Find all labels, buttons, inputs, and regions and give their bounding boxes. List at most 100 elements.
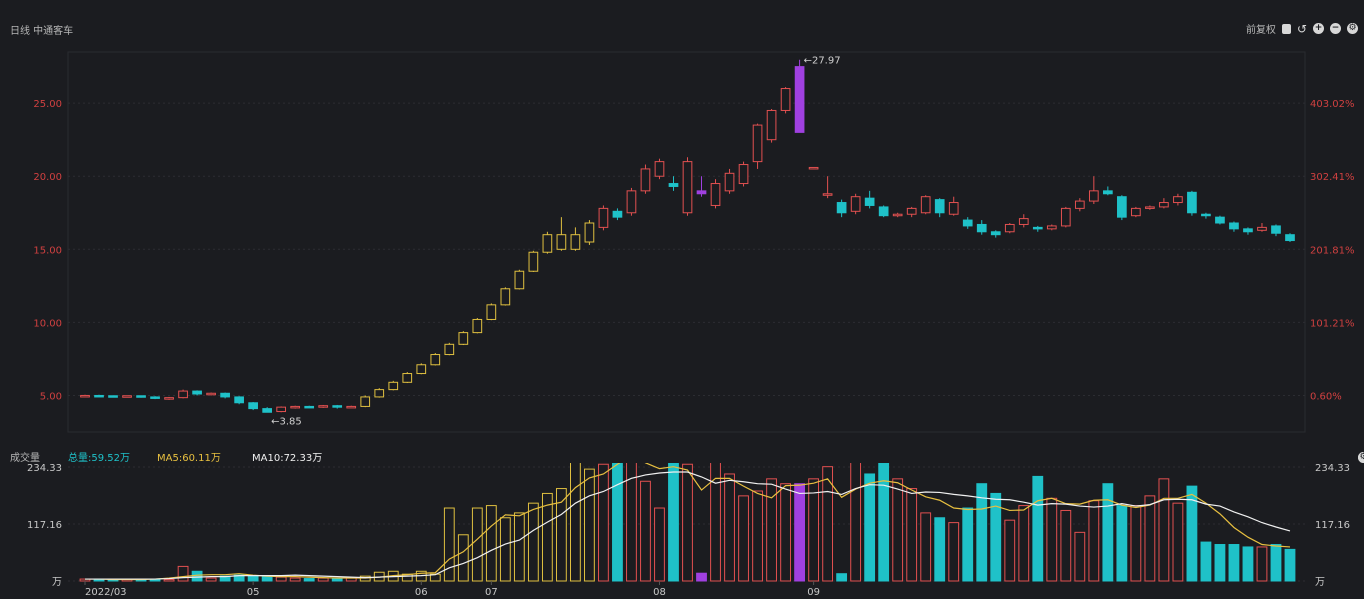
volume-chart[interactable]: 234.33 234.33 117.16 117.16 万 万 2022/03 05 06 07 0… (0, 463, 1364, 599)
candle-body (1230, 223, 1239, 229)
adjust-mode-button[interactable]: 前复权 (1246, 21, 1276, 36)
candle-body (1244, 229, 1253, 232)
x-tick-label: 09 (807, 587, 820, 598)
candle-body (1202, 214, 1211, 216)
volume-bar (627, 463, 637, 581)
volume-bar (1229, 545, 1239, 581)
volume-bar (1159, 479, 1169, 581)
candle-body (165, 398, 174, 400)
volume-bar (963, 508, 973, 581)
price-tick-label: 10.00 (33, 318, 62, 329)
candle-body (459, 333, 468, 345)
candle-body (1075, 201, 1084, 208)
volume-bar (571, 463, 581, 581)
candle-body (1104, 191, 1113, 194)
candle-body (725, 173, 734, 191)
volume-tick-label-right: 117.16 (1315, 520, 1350, 531)
candle-body (823, 194, 832, 196)
price-tick-label: 5.00 (40, 391, 62, 402)
volume-ma5: MA5:60.11万 (157, 449, 221, 464)
candle-body (221, 393, 230, 397)
volume-bar (907, 489, 917, 581)
volume-bar (697, 573, 707, 581)
volume-bar (1173, 503, 1183, 581)
candle-body (1146, 207, 1155, 209)
volume-bar (949, 523, 959, 581)
zoom-in-icon[interactable]: + (1313, 23, 1324, 34)
volume-bar (514, 513, 524, 581)
volume-bar (893, 479, 903, 581)
volume-total: 总量:59.52万 (68, 449, 130, 464)
volume-bar (865, 474, 875, 581)
candle-body (655, 162, 664, 177)
volume-bar (725, 474, 735, 581)
volume-bar (921, 513, 931, 581)
plot-frame (68, 52, 1305, 432)
candle-body (851, 197, 860, 212)
volume-bar (164, 580, 174, 581)
candle-body (879, 207, 888, 216)
volume-bar (837, 574, 847, 581)
candle-body (977, 224, 986, 231)
candle-body (403, 374, 412, 383)
candle-body (1132, 208, 1141, 215)
volume-tick-label: 万 (52, 577, 62, 588)
lock-icon[interactable] (1282, 24, 1291, 34)
candle-body (445, 344, 454, 354)
candle-body (1047, 226, 1056, 229)
volume-settings-icon[interactable]: ⚙ (1358, 452, 1364, 463)
zoom-out-icon[interactable]: − (1330, 23, 1341, 34)
candle-body (235, 397, 244, 403)
volume-tick-label: 234.33 (27, 463, 62, 474)
volume-bar (332, 579, 342, 581)
volume-bar (206, 578, 216, 581)
x-tick-label: 07 (485, 587, 498, 598)
undo-icon[interactable]: ↺ (1297, 22, 1307, 36)
x-tick-label: 06 (415, 587, 428, 598)
chart-toolbar: 前复权 ↺ + − ⚙ (1246, 21, 1358, 36)
volume-bar (1131, 506, 1141, 581)
candle-body (739, 165, 748, 184)
candle-body (277, 407, 286, 411)
price-chart[interactable]: 5.00 0.60% 10.00 101.21% 15.00 201.81% 20.00 30… (0, 37, 1364, 442)
volume-label: 成交量 (10, 449, 40, 464)
candle-body (431, 355, 440, 365)
candle-body (907, 208, 916, 214)
volume-bar (1201, 542, 1211, 581)
candle-body (1188, 192, 1197, 212)
candle-body (347, 406, 356, 408)
settings-icon[interactable]: ⚙ (1347, 23, 1358, 34)
candle-body (809, 167, 818, 169)
candle-body (319, 406, 328, 408)
volume-bar (500, 518, 510, 581)
candle-body (1216, 217, 1225, 223)
volume-bar (599, 464, 609, 581)
volume-tick-label: 117.16 (27, 520, 62, 531)
percent-tick-label: 101.21% (1310, 318, 1355, 329)
candle-body (263, 409, 272, 413)
x-tick-label: 2022/03 (85, 587, 127, 598)
candle-body (557, 235, 566, 250)
volume-bar (1285, 549, 1295, 581)
volume-bar (1145, 496, 1155, 581)
candle-body (963, 220, 972, 226)
candle-body (179, 391, 188, 398)
candle-body (151, 397, 160, 399)
price-tick-label: 15.00 (33, 245, 62, 256)
candle-body (375, 390, 384, 397)
candle-body (137, 396, 146, 398)
volume-bar (1075, 532, 1085, 581)
volume-bar (486, 506, 496, 581)
candle-body (585, 223, 594, 242)
candle-body (95, 395, 104, 397)
candle-body (837, 203, 846, 213)
volume-bar (178, 566, 188, 581)
volume-tick-label-right: 万 (1315, 577, 1325, 588)
volume-bar (1215, 545, 1225, 581)
candle-body (291, 406, 300, 408)
candle-body (123, 396, 132, 398)
candle-body (487, 305, 496, 320)
candle-body (613, 211, 622, 217)
candle-body (949, 203, 958, 215)
candle-body (571, 235, 580, 250)
